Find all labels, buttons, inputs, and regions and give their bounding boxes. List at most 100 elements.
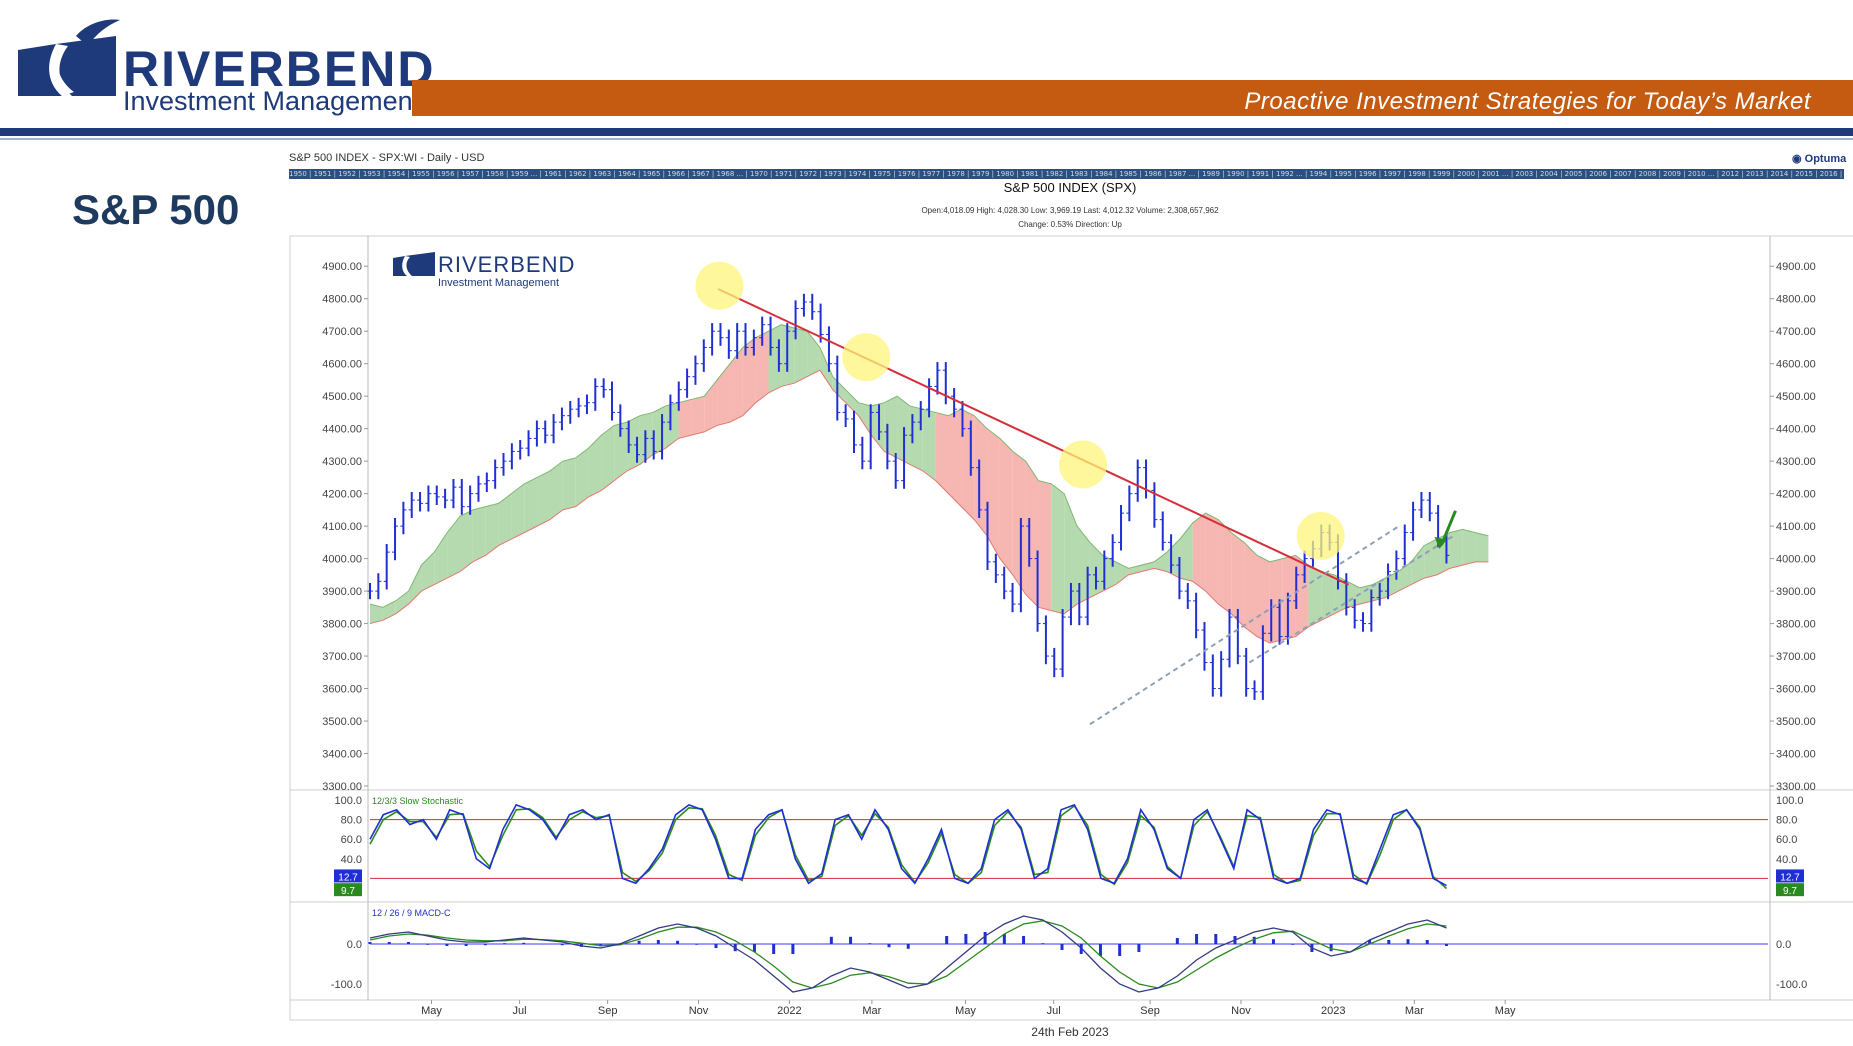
cloud-segment-bullish [1154,552,1168,572]
chart-title: S&P 500 INDEX (SPX) [1003,180,1137,195]
y-tick-label-right: 3900.00 [1776,586,1816,598]
cloud-segment-bearish [987,428,1000,559]
cloud-segment-bullish [537,470,550,527]
cloud-segment-bullish [472,506,486,562]
stoch-tick-label-right: 60.0 [1776,834,1797,846]
cloud-segment-bearish [1025,461,1039,608]
cloud-segment-bullish [922,409,936,481]
cloud-segment-bullish [652,405,666,455]
cloud-segment-bearish [1295,555,1309,637]
cloud-segment-bullish [1321,571,1335,621]
y-tick-label-left: 4300.00 [322,456,362,468]
y-tick-label-right: 4300.00 [1776,456,1816,468]
x-tick-label: 2023 [1321,1005,1345,1017]
macd-title: 12 / 26 / 9 MACD-C [372,908,451,918]
y-tick-label-left: 4400.00 [322,424,362,436]
chart-watermark-name: RIVERBEND [438,252,575,277]
highlight-circle [695,261,744,310]
cloud-segment-bullish [1359,584,1373,605]
stoch-k-last-badge-right [1776,869,1804,883]
change-readout: Change: 0.53% Direction: Up [1018,220,1122,229]
cloud-segment-bullish [1308,565,1322,627]
cloud-segment-bearish [935,412,949,494]
cloud-segment-bullish [614,422,628,481]
stoch-tick-label-left: 100.0 [334,795,362,807]
cloud-segment-bearish [948,409,962,507]
cloud-segment-bullish [794,327,808,384]
y-tick-label-left: 3500.00 [322,716,362,728]
cloud-segment-bearish [729,347,743,423]
support-trendline [1089,525,1400,726]
y-tick-label-right: 3800.00 [1776,619,1816,631]
x-tick-label: May [421,1005,442,1017]
cloud-segment-bearish [1038,480,1052,611]
y-tick-label-right: 3400.00 [1776,749,1816,761]
cloud-segment-bearish [691,396,705,436]
stoch-tick-label-left: 40.0 [341,854,362,866]
cloud-segment-bullish [845,389,859,416]
riverbend-logo-mark [18,19,120,96]
y-tick-label-left: 4500.00 [322,391,362,403]
cloud-span-b [369,369,1489,644]
y-tick-label-left: 4600.00 [322,359,362,371]
cloud-segment-bearish [704,379,718,432]
x-tick-label: 2022 [777,1005,801,1017]
cloud-segment-bullish [395,591,409,614]
brand-subtitle: Investment Management [123,86,421,116]
y-tick-label-left: 4700.00 [322,326,362,338]
cloud-segment-bullish [1449,529,1463,569]
x-tick-label: Jul [513,1005,527,1017]
stoch-d-last-badge-text-right: 9.7 [1783,886,1797,897]
cloud-segment-bullish [601,425,615,491]
y-tick-label-left: 3600.00 [322,684,362,696]
y-tick-label-right: 4200.00 [1776,489,1816,501]
cloud-segment-bearish [1012,451,1026,595]
stoch-tick-label-right: 40.0 [1776,854,1797,866]
downtrend-line [717,288,1350,586]
cloud-segment-bullish [858,402,872,436]
y-tick-label-right: 4700.00 [1776,326,1816,338]
y-tick-label-left: 4200.00 [322,489,362,501]
stoch-d-last-badge-left [334,883,362,897]
x-tick-label: Mar [862,1005,881,1017]
stoch-tick-label-left: 60.0 [341,834,362,846]
macd-tick-label-left: -100.0 [331,979,362,991]
y-tick-label-right: 4600.00 [1776,359,1816,371]
cloud-segment-bearish [717,363,730,426]
macd-signal-line [369,920,1447,989]
chart-watermark-sub: Investment Management [438,277,559,289]
macd-tick-label-right: 0.0 [1776,939,1791,951]
cloud-segment-bearish [755,331,769,403]
cloud-segment-bullish [588,435,602,497]
highlight-circle [1058,440,1107,489]
cloud-segment-bullish [807,331,820,377]
stoch-k-line [369,803,1447,887]
cloud-segment-bullish [1051,483,1065,614]
cloud-segment-bullish [408,565,422,605]
cloud-segment-bullish [819,347,833,390]
stoch-tick-label-right: 100.0 [1776,795,1804,807]
y-tick-label-left: 4900.00 [322,261,362,273]
cloud-segment-bullish [884,396,898,458]
cloud-segment-bullish [459,509,473,572]
cloud-segment-bullish [1462,529,1476,566]
y-tick-label-right: 4000.00 [1776,554,1816,566]
chart-header: S&P 500 INDEX - SPX:WI - Daily - USD [289,152,485,164]
highlight-circle [842,333,891,382]
header-divider [0,128,1853,136]
x-tick-label: Mar [1405,1005,1424,1017]
cloud-segment-bearish [999,438,1013,575]
stoch-k-last-badge-text-right: 12.7 [1780,872,1800,883]
y-tick-label-left: 3300.00 [322,781,362,793]
x-tick-label: Nov [689,1005,709,1017]
cloud-segment-bullish [1115,561,1129,585]
y-tick-label-left: 3700.00 [322,651,362,663]
year-navigator[interactable]: 1950 | 1951 | 1952 | 1953 | 1954 | 1955 … [289,169,1844,179]
y-tick-label-right: 3300.00 [1776,781,1816,793]
y-tick-label-right: 4100.00 [1776,521,1816,533]
x-tick-label: Sep [598,1005,618,1017]
y-tick-label-right: 4900.00 [1776,261,1816,273]
cloud-segment-bullish [447,516,460,579]
tagline: Proactive Investment Strategies for Toda… [1244,88,1811,115]
cloud-segment-bullish [524,477,538,533]
